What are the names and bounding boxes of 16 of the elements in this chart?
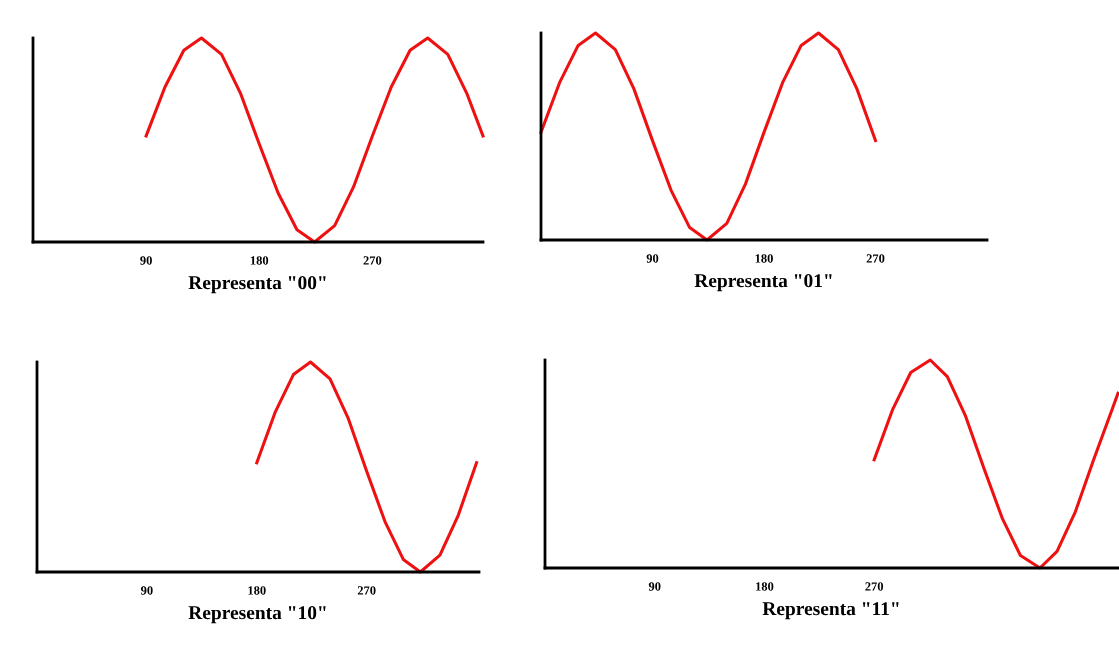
x-tick-label: 270 <box>865 582 884 591</box>
x-tick-label: 180 <box>250 256 269 265</box>
x-tick-label: 180 <box>756 582 774 591</box>
x-tick-label: 180 <box>755 254 773 263</box>
x-tick-label: 270 <box>357 586 376 595</box>
x-tick-label: 270 <box>866 254 885 263</box>
x-axis-title: Representa "10" <box>188 606 326 624</box>
x-tick-label: 90 <box>648 582 661 591</box>
x-tick-label: 270 <box>363 256 382 265</box>
x-axis-title: Representa "11" <box>762 602 899 620</box>
x-tick-label: 90 <box>140 256 152 265</box>
x-tick-label: 90 <box>646 254 659 263</box>
x-tick-label: 180 <box>248 586 266 595</box>
x-axis-title: Representa "00" <box>188 276 326 294</box>
x-axis-title: Representa "01" <box>694 274 832 292</box>
x-tick-label: 90 <box>140 586 153 595</box>
